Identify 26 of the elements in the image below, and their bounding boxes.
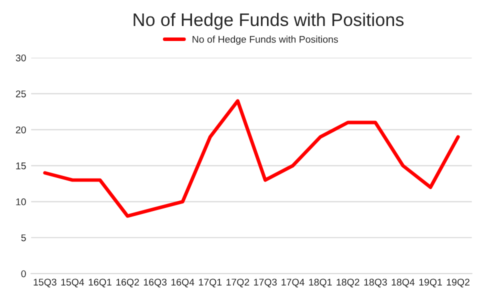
legend-label: No of Hedge Funds with Positions [192, 36, 338, 45]
x-tick-label: 18Q2 [336, 278, 360, 288]
line-series [43, 99, 460, 218]
x-tick-label: 19Q1 [419, 278, 442, 288]
y-tick-label: 30 [16, 54, 26, 62]
y-tick-label: 10 [16, 198, 26, 206]
x-tick-label: 16Q1 [88, 278, 112, 288]
x-tick-label: 16Q2 [116, 278, 139, 288]
x-tick-label: 15Q3 [34, 278, 56, 288]
x-tick-label: 18Q3 [364, 278, 387, 288]
x-tick-label: 17Q3 [254, 278, 277, 288]
x-tick-label: 15Q4 [61, 278, 84, 288]
x-tick-label: 17Q2 [226, 278, 250, 288]
x-tick-label: 17Q4 [282, 278, 304, 288]
chart-title: No of Hedge Funds with Positions [134, 12, 404, 30]
x-tick-label: 19Q2 [446, 278, 470, 288]
x-tick-label: 16Q4 [171, 278, 194, 288]
x-tick-label: 18Q4 [392, 278, 415, 288]
y-tick-label: 5 [21, 234, 26, 242]
y-tick-label: 15 [16, 162, 26, 170]
x-tick-label: 17Q1 [199, 278, 222, 288]
x-tick-label: 16Q3 [144, 278, 167, 288]
y-tick-label: 0 [21, 270, 26, 278]
y-tick-label: 25 [16, 90, 26, 98]
x-tick-label: 18Q1 [309, 278, 332, 288]
y-tick-label: 20 [16, 126, 26, 134]
